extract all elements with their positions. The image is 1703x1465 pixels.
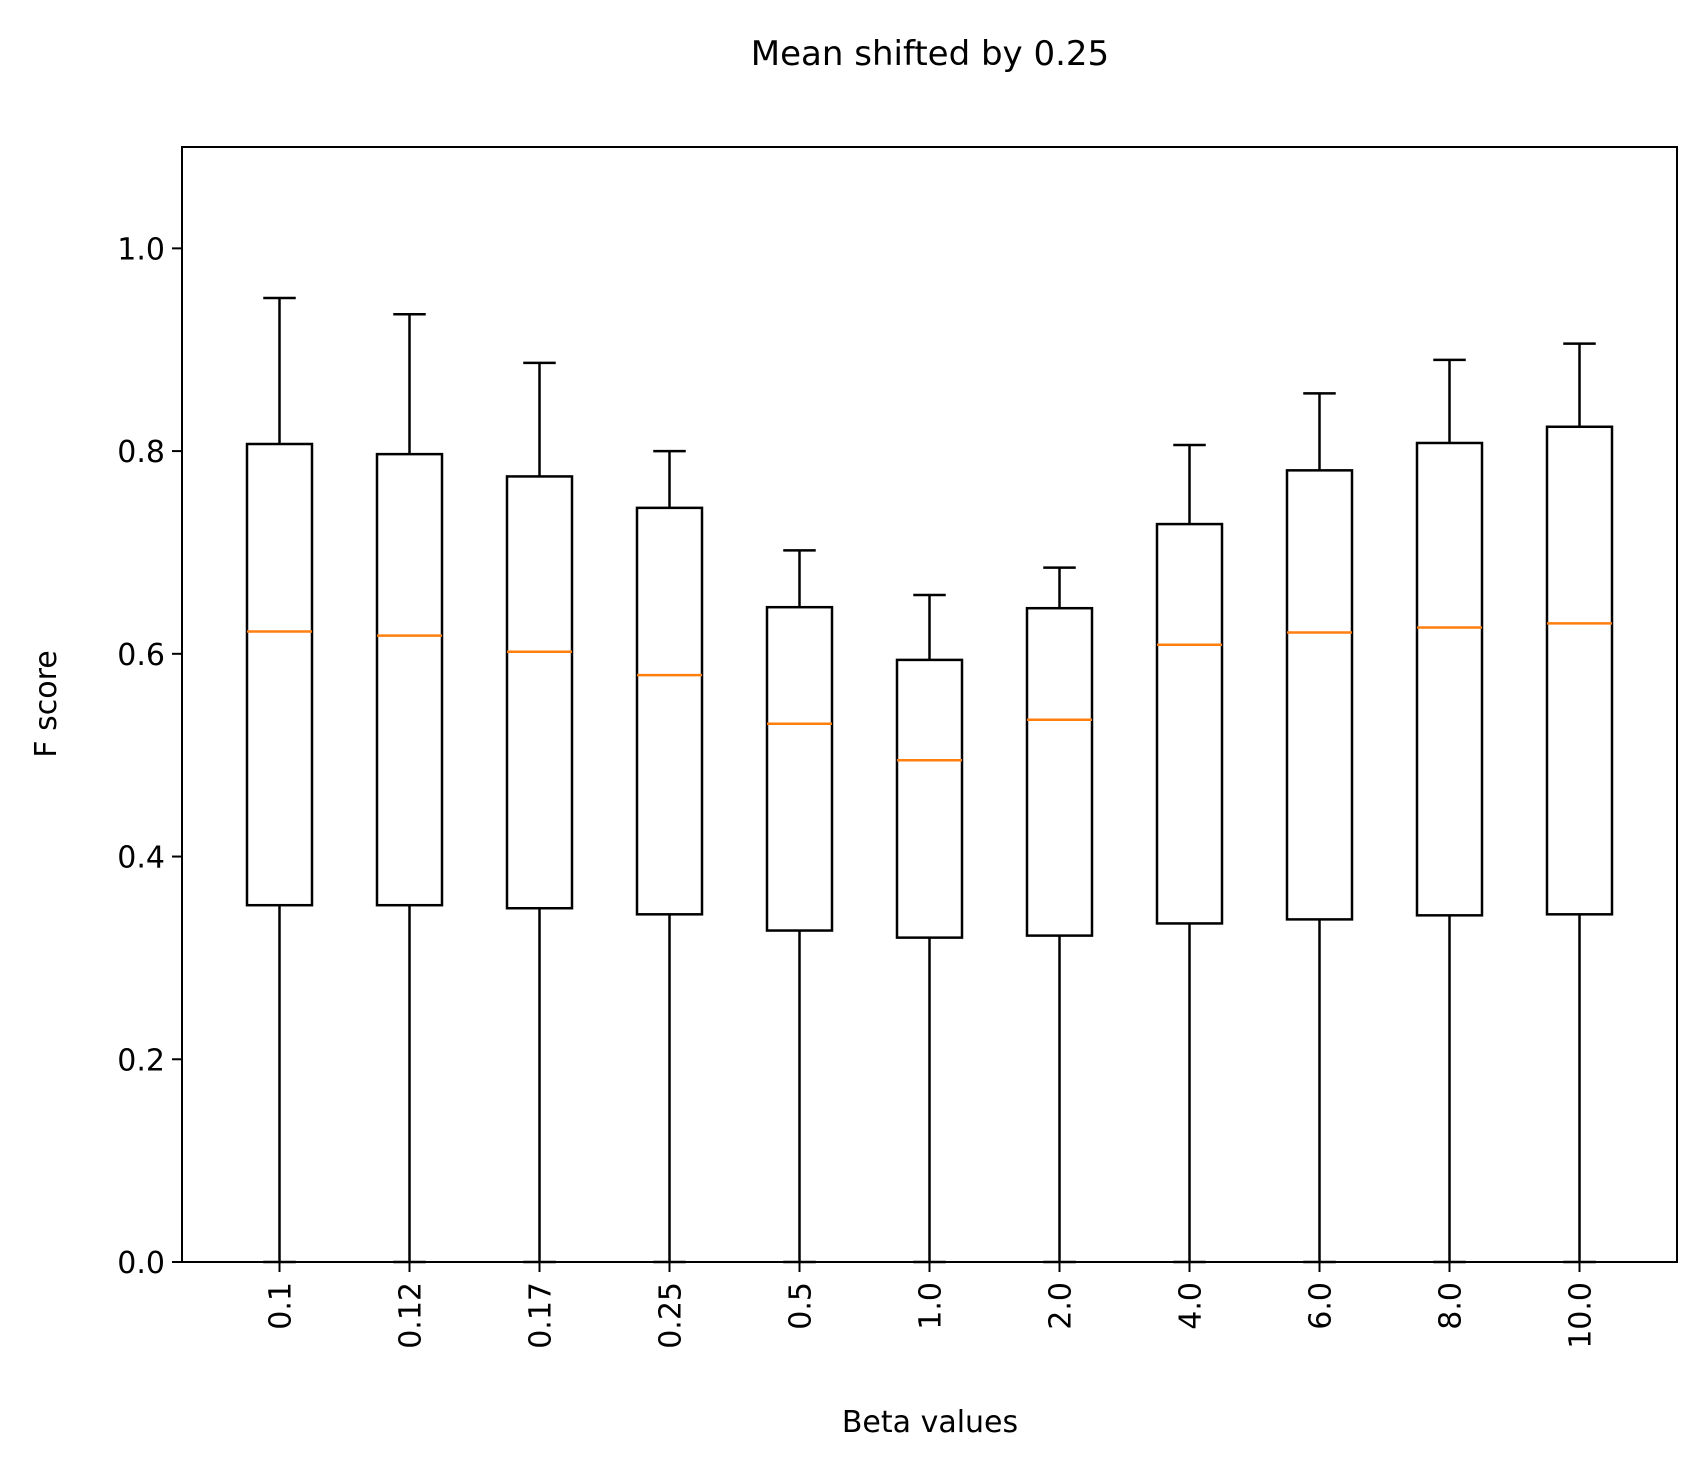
- x-tick-label: 0.25: [654, 1282, 689, 1349]
- chart-title: Mean shifted by 0.25: [751, 34, 1109, 74]
- plot-area: [245, 296, 1614, 1264]
- box-group: [1415, 358, 1484, 1264]
- y-tick-label: 0.2: [117, 1043, 165, 1078]
- x-tick-label: 0.17: [524, 1282, 559, 1349]
- x-tick-label: 0.1: [264, 1282, 299, 1330]
- box-iqr: [375, 452, 444, 907]
- y-axis: 0.0 0.2 0.4 0.6 0.8 1.0: [117, 232, 182, 1281]
- box-group: [1025, 566, 1094, 1264]
- y-tick-label: 0.0: [117, 1246, 165, 1281]
- box-iqr: [505, 475, 574, 910]
- y-tick-label: 1.0: [117, 232, 165, 267]
- x-tick-label: 2.0: [1044, 1282, 1079, 1330]
- box-iqr: [765, 605, 834, 932]
- box-group: [765, 549, 834, 1264]
- box-iqr: [1415, 441, 1484, 917]
- x-tick-label: 6.0: [1304, 1282, 1339, 1330]
- box-group: [1155, 443, 1224, 1264]
- box-iqr: [1155, 522, 1224, 925]
- y-axis-label: F score: [29, 650, 64, 757]
- box-group: [245, 296, 314, 1264]
- box-iqr: [635, 506, 704, 916]
- x-tick-label: 10.0: [1564, 1282, 1599, 1349]
- box-iqr: [1285, 469, 1354, 921]
- y-tick-label: 0.4: [117, 841, 165, 876]
- x-tick-label: 4.0: [1174, 1282, 1209, 1330]
- box-group: [895, 593, 964, 1264]
- box-iqr: [895, 658, 964, 939]
- box-group: [1545, 342, 1614, 1264]
- y-tick-label: 0.8: [117, 435, 165, 470]
- y-tick-label: 0.6: [117, 638, 165, 673]
- x-tick-label: 8.0: [1434, 1282, 1469, 1330]
- x-tick-label: 0.12: [394, 1282, 429, 1349]
- box-group: [375, 313, 444, 1264]
- box-iqr: [245, 442, 314, 907]
- x-axis: 0.1 0.12 0.17 0.25 0.5 1.0 2.0 4.0 6.0 8.0 10.0: [264, 1262, 1599, 1349]
- x-axis-label: Beta values: [842, 1405, 1018, 1440]
- x-tick-label: 0.5: [784, 1282, 819, 1330]
- box-iqr: [1025, 606, 1094, 937]
- x-tick-label: 1.0: [914, 1282, 949, 1330]
- box-group: [635, 449, 704, 1264]
- box-iqr: [1545, 425, 1614, 916]
- box-group: [1285, 392, 1354, 1264]
- box-group: [505, 361, 574, 1264]
